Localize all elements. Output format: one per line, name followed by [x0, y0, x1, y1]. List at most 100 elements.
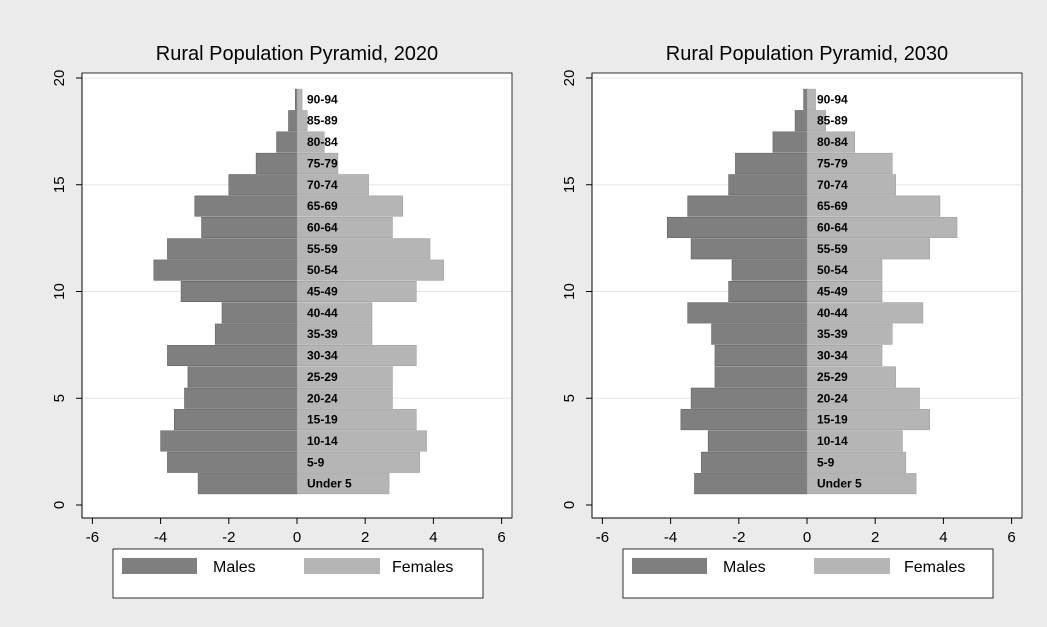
bar-males	[187, 366, 298, 388]
bar-females	[806, 195, 941, 217]
age-group-label: 5-9	[307, 455, 325, 469]
chart-2020: Rural Population Pyramid, 2020 Under 55-…	[10, 10, 517, 617]
bar-males	[803, 88, 808, 110]
bar-males	[255, 152, 298, 174]
age-group-label: Under 5	[307, 477, 352, 491]
bar-females	[296, 152, 339, 174]
age-group-label: 45-49	[307, 285, 338, 299]
bar-females	[806, 216, 958, 238]
chart-title: Rural Population Pyramid, 2030	[666, 43, 948, 65]
bar-males	[680, 409, 808, 431]
legend-label-males: Males	[213, 559, 256, 576]
bar-males	[707, 430, 808, 452]
age-group-label: 10-14	[817, 434, 848, 448]
age-group-label: 35-39	[817, 327, 848, 341]
x-tick-label: -2	[732, 529, 745, 546]
age-group-label: 10-14	[307, 434, 338, 448]
bar-males	[694, 473, 808, 495]
bar-males	[194, 195, 298, 217]
age-group-label: 65-69	[817, 199, 848, 213]
legend-swatch-females	[814, 558, 890, 574]
bar-females	[806, 430, 903, 452]
legend: Males Females	[622, 548, 994, 599]
legend-swatch-males	[632, 558, 707, 574]
bar-males	[201, 216, 298, 238]
bar-females	[296, 430, 427, 452]
x-tick-label: -2	[222, 529, 235, 546]
age-group-label: 15-19	[817, 413, 848, 427]
x-tick-label: -4	[154, 529, 167, 546]
x-tick-label: 2	[361, 529, 369, 546]
age-group-label: 70-74	[817, 178, 848, 192]
age-group-label: 55-59	[817, 242, 848, 256]
x-tick-label: 6	[497, 529, 505, 546]
legend-label-males: Males	[723, 559, 766, 576]
bar-females	[806, 302, 924, 324]
bar-females	[296, 131, 325, 153]
x-tick-label: 4	[939, 529, 947, 546]
age-group-labels: Under 5 5-9 10-14 15-19 20-24 25-29 30-34 35-39…	[307, 92, 352, 490]
bar-males	[295, 88, 298, 110]
legend-label-females: Females	[904, 559, 965, 576]
age-group-label: 85-89	[817, 114, 848, 128]
age-group-label: 65-69	[307, 199, 338, 213]
age-group-label: 20-24	[307, 391, 338, 405]
age-group-label: 60-64	[817, 220, 848, 234]
legend-label-females: Females	[392, 559, 453, 576]
bar-males	[690, 387, 808, 409]
age-group-label: 5-9	[817, 455, 835, 469]
bar-males	[184, 387, 298, 409]
bar-females	[806, 259, 883, 281]
age-group-label: Under 5	[817, 477, 862, 491]
bar-females	[296, 259, 444, 281]
age-group-label: 75-79	[817, 156, 848, 170]
bar-males	[221, 302, 298, 324]
legend: Males Females	[112, 548, 484, 599]
x-tick-label: -6	[86, 529, 99, 546]
legend-swatch-females	[304, 558, 380, 574]
y-tick-label: 5	[51, 394, 68, 402]
bar-females	[806, 366, 896, 388]
legend-swatch-males	[122, 558, 197, 574]
bar-males	[731, 259, 808, 281]
bar-females	[296, 366, 393, 388]
bar-males	[687, 195, 808, 217]
bar-females	[806, 345, 883, 367]
age-group-label: 25-29	[307, 370, 338, 384]
y-tick-label: 5	[561, 394, 578, 402]
bar-males	[728, 174, 808, 196]
bar-males	[153, 259, 298, 281]
bar-males	[735, 152, 808, 174]
bar-females	[296, 110, 308, 132]
bar-females	[296, 473, 390, 495]
y-axis: 0 5 10 15 20	[561, 70, 593, 518]
y-tick-label: 0	[51, 501, 68, 509]
y-tick-label: 0	[561, 501, 578, 509]
bar-males	[701, 451, 808, 473]
age-group-label: 80-84	[817, 135, 848, 149]
chart-2030: Rural Population Pyramid, 2030 Under 55-…	[530, 10, 1037, 617]
age-group-label: 25-29	[817, 370, 848, 384]
age-group-label: 85-89	[307, 114, 338, 128]
y-tick-label: 20	[561, 70, 578, 87]
x-tick-label: 0	[293, 529, 301, 546]
age-group-label: 55-59	[307, 242, 338, 256]
bar-females	[296, 323, 373, 345]
bar-males	[794, 110, 808, 132]
bar-males	[167, 451, 298, 473]
bar-females	[806, 451, 907, 473]
bar-females	[806, 323, 893, 345]
chart-title: Rural Population Pyramid, 2020	[156, 43, 438, 65]
bar-males	[167, 345, 298, 367]
age-group-label: 80-84	[307, 135, 338, 149]
bar-males	[180, 281, 298, 302]
x-tick-label: 0	[803, 529, 811, 546]
bar-males	[276, 131, 298, 153]
bar-males	[197, 473, 298, 495]
x-tick-label: 6	[1007, 529, 1015, 546]
bar-females	[296, 302, 373, 324]
age-group-label: 45-49	[817, 285, 848, 299]
bar-males	[167, 238, 298, 260]
bar-males	[173, 409, 298, 431]
